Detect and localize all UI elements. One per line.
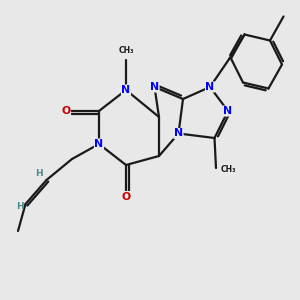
Text: N: N [224, 106, 232, 116]
Text: N: N [174, 128, 183, 139]
Text: O: O [61, 106, 70, 116]
Text: N: N [206, 82, 214, 92]
Text: H: H [16, 202, 24, 211]
Text: N: N [122, 85, 130, 95]
Text: N: N [94, 139, 103, 149]
Text: CH₃: CH₃ [118, 46, 134, 55]
Text: H: H [35, 169, 43, 178]
Text: N: N [150, 82, 159, 92]
Text: CH₃: CH₃ [220, 165, 236, 174]
Text: O: O [122, 191, 130, 202]
